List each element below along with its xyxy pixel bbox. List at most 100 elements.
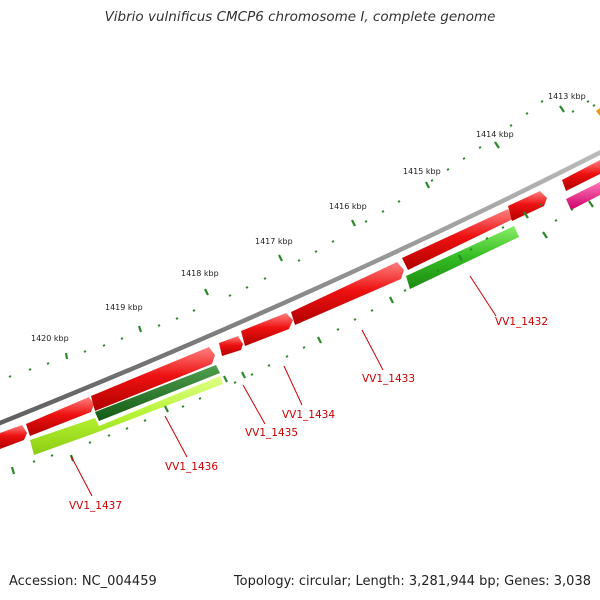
tick-minor — [267, 364, 271, 367]
tick-minor — [539, 203, 543, 206]
tick-major — [494, 141, 500, 149]
tick-minor — [436, 269, 440, 272]
cds-arrow — [26, 397, 94, 436]
tick-major — [523, 211, 529, 219]
cds-arrow — [291, 262, 404, 325]
gene-label: VV1_1437 — [69, 500, 122, 512]
tick-minor — [198, 397, 202, 400]
tick-label: 1418 kbp — [181, 269, 219, 278]
tick-minor — [120, 337, 124, 340]
tick-minor — [397, 200, 401, 203]
accession-text: Accession: NC_004459 — [9, 574, 157, 589]
tick-minor — [302, 346, 306, 349]
tick-major — [458, 254, 463, 262]
tick-minor — [314, 250, 318, 253]
tick-minor — [143, 419, 147, 422]
tick-minor — [157, 324, 161, 327]
label-leaders — [70, 275, 497, 497]
gene-labels: VV1_1432 VV1_1433 VV1_1434 VV1_1435 VV1_… — [69, 316, 548, 512]
other-features — [30, 182, 600, 455]
tick-minor — [263, 277, 267, 280]
tick-major — [164, 405, 169, 413]
tick-minor — [586, 100, 590, 103]
tick-major — [204, 288, 209, 296]
tick-labels: 1413 kbp 1414 kbp 1415 kbp 1416 kbp 1417… — [31, 92, 586, 343]
tick-label: 1417 kbp — [255, 237, 293, 246]
tick-minor — [83, 350, 87, 353]
leader-line — [283, 365, 303, 406]
tick-minor — [50, 454, 54, 457]
leader-line — [70, 455, 93, 497]
tick-major — [317, 336, 322, 344]
tick-minor — [381, 210, 385, 213]
tick-major — [389, 296, 394, 304]
cds-arrow — [508, 191, 547, 221]
tick-major — [64, 352, 69, 360]
tick-minor — [446, 168, 450, 171]
tick-major — [223, 375, 228, 383]
tick-major — [351, 219, 356, 227]
tick-minor — [570, 208, 574, 211]
leader-line — [242, 384, 266, 425]
leader-line — [164, 415, 188, 458]
tick-minor — [336, 328, 340, 331]
tick-minor — [297, 259, 301, 262]
outer-tick-ring — [8, 100, 596, 378]
tick-major — [10, 466, 16, 475]
gene-bar-lime — [30, 376, 223, 455]
tick-minor — [46, 362, 50, 365]
cds-arrow — [0, 425, 27, 449]
tick-minor — [125, 427, 129, 430]
tick-minor — [181, 405, 185, 408]
tick-minor — [509, 124, 513, 127]
tick-minor — [192, 309, 196, 312]
tick-minor — [364, 220, 368, 223]
tick-minor — [540, 100, 544, 103]
gene-label: VV1_1433 — [362, 373, 415, 385]
gene-bar-pink — [566, 182, 600, 210]
tick-minor — [233, 381, 237, 384]
tick-major — [425, 181, 430, 189]
tick-major — [241, 371, 246, 379]
leader-line — [469, 275, 497, 317]
gene-label: VV1_1432 — [495, 316, 548, 328]
leader-line — [361, 329, 384, 371]
tick-minor — [245, 286, 249, 289]
tick-minor — [592, 104, 596, 107]
tick-minor — [430, 179, 434, 182]
tick-minor — [32, 460, 36, 463]
tick-major — [137, 325, 143, 333]
cds-arrow — [402, 209, 513, 270]
tick-minor — [250, 373, 254, 376]
inner-tick-ring — [10, 200, 594, 475]
tick-minor — [478, 146, 482, 149]
tick-minor — [353, 318, 357, 321]
tick-label: 1415 kbp — [403, 167, 441, 176]
gene-label: VV1_1434 — [282, 409, 335, 421]
tick-minor — [285, 355, 289, 358]
tick-minor — [469, 248, 473, 251]
gene-label: VV1_1436 — [165, 461, 218, 473]
tick-minor — [331, 240, 335, 243]
forward-strand-features — [0, 160, 600, 449]
tick-minor — [525, 112, 529, 115]
feature-marker — [596, 108, 600, 116]
map-title: Vibrio vulnificus CMCP6 chromosome I, co… — [104, 9, 496, 25]
tick-minor — [370, 309, 374, 312]
tick-minor — [403, 289, 407, 292]
genome-backbone — [0, 150, 600, 426]
tick-minor — [175, 317, 179, 320]
tick-major — [588, 200, 594, 208]
gene-label: VV1_1435 — [245, 427, 298, 439]
tick-major — [559, 105, 565, 113]
tick-minor — [554, 219, 558, 222]
tick-label: 1413 kbp — [548, 92, 586, 101]
tick-minor — [571, 110, 575, 113]
tick-label: 1419 kbp — [105, 303, 143, 312]
tick-minor — [8, 375, 12, 378]
tick-minor — [102, 344, 106, 347]
tick-minor — [88, 441, 92, 444]
gene-bar-green — [406, 226, 519, 289]
tick-label: 1420 kbp — [31, 334, 69, 343]
